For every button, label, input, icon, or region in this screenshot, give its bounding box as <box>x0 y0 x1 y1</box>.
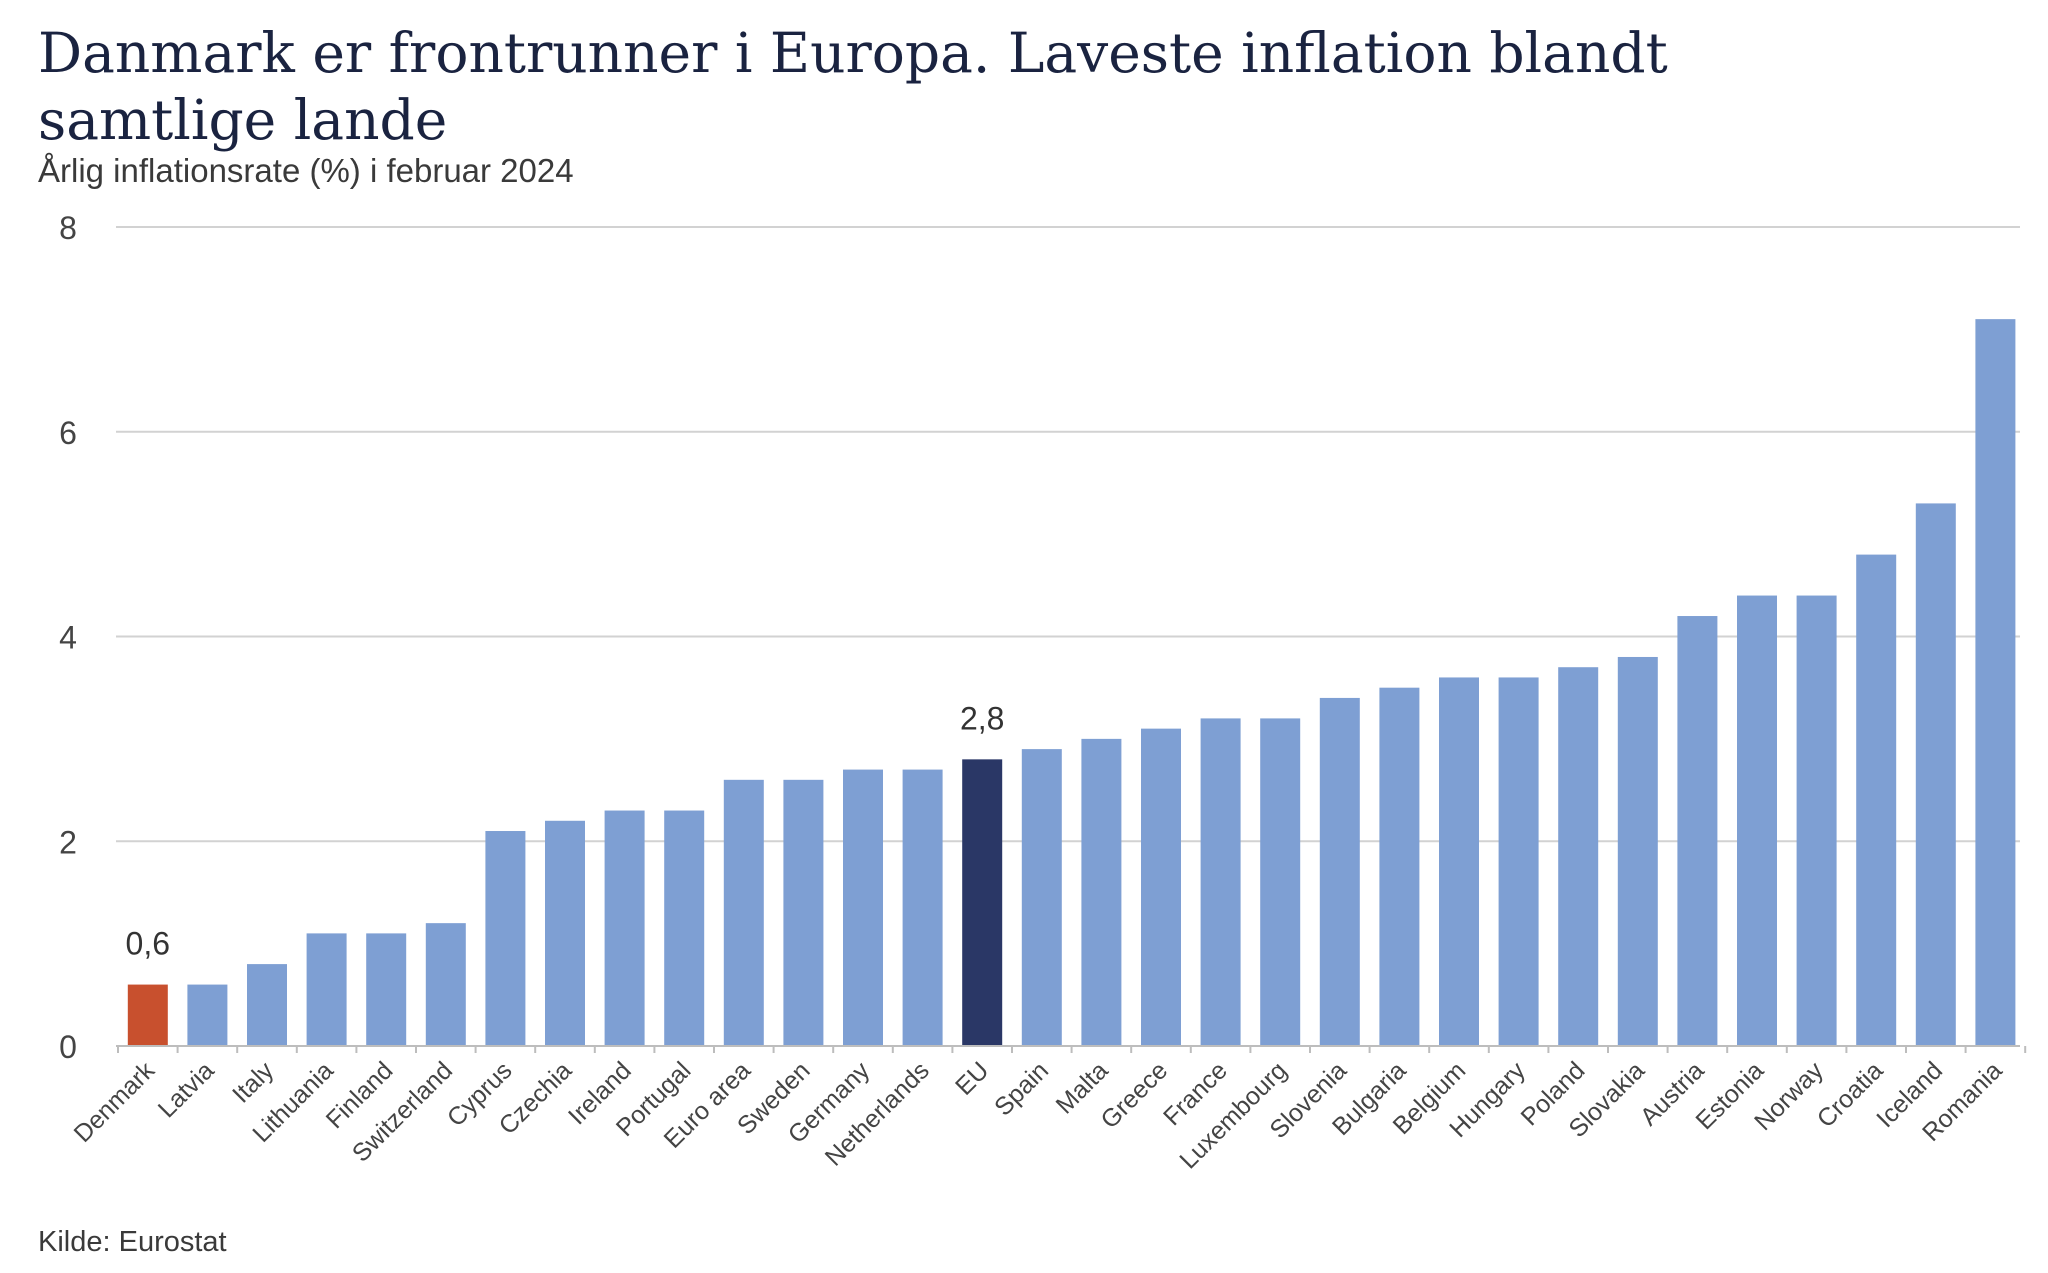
bar-eu <box>962 759 1003 1046</box>
bar-latvia <box>187 984 228 1046</box>
x-tick-label: Croatia <box>1812 1056 1889 1133</box>
source-note: Kilde: Eurostat <box>38 1226 227 1258</box>
chart-title: Danmark er frontrunner i Europa. Laveste… <box>38 21 1668 152</box>
bar-czechia <box>545 820 585 1046</box>
x-tick-label: Norway <box>1749 1056 1829 1136</box>
data-label: 2,8 <box>960 700 1004 736</box>
bar-malta <box>1081 738 1122 1046</box>
y-tick-label: 6 <box>59 415 77 451</box>
bar-poland <box>1558 667 1599 1046</box>
x-tick-label: Denmark <box>69 1056 161 1148</box>
y-axis-tick-labels: 0 2 4 6 8 <box>59 210 77 1065</box>
bar-romania <box>1975 319 2016 1046</box>
x-tick-label: Italy <box>227 1056 280 1109</box>
bar-lithuania <box>306 933 347 1046</box>
y-tick-label: 8 <box>59 210 77 246</box>
bar-france <box>1200 718 1241 1046</box>
bar-sweden <box>783 779 824 1046</box>
y-tick-label: 0 <box>59 1029 77 1065</box>
bar-estonia <box>1737 595 1777 1046</box>
bar-norway <box>1796 595 1837 1046</box>
bar-luxembourg <box>1260 718 1301 1046</box>
bar-cyprus <box>485 831 526 1046</box>
bar-euro-area <box>723 779 764 1046</box>
bar-germany <box>843 769 883 1046</box>
data-labels: 0,6 2,8 <box>126 700 1005 961</box>
chart-subtitle: Årlig inflationsrate (%) i februar 2024 <box>38 152 574 189</box>
bar-denmark <box>127 984 168 1046</box>
x-axis <box>116 1045 2027 1053</box>
x-tick-label: Latvia <box>153 1056 220 1123</box>
bar-bulgaria <box>1379 687 1420 1046</box>
data-label: 0,6 <box>126 926 170 962</box>
bar-spain <box>1021 749 1062 1046</box>
bar-finland <box>366 933 407 1046</box>
bar-croatia <box>1856 554 1897 1046</box>
bar-netherlands <box>902 769 943 1046</box>
bar-hungary <box>1498 677 1539 1046</box>
y-tick-label: 4 <box>59 620 77 656</box>
bar-slovenia <box>1319 697 1360 1046</box>
bar-portugal <box>664 810 705 1046</box>
bar-italy <box>247 964 287 1046</box>
bars <box>127 319 2016 1047</box>
x-tick-label: Greece <box>1095 1056 1173 1134</box>
bar-austria <box>1677 616 1718 1046</box>
x-tick-label: Spain <box>989 1056 1054 1121</box>
bar-iceland <box>1915 503 1956 1047</box>
bar-slovakia <box>1617 656 1658 1046</box>
y-tick-label: 2 <box>59 824 77 860</box>
bar-greece <box>1141 728 1181 1046</box>
bar-belgium <box>1439 677 1479 1046</box>
grid-lines <box>116 226 2020 843</box>
bar-ireland <box>604 810 645 1046</box>
x-tick-label: EU <box>950 1056 994 1100</box>
bar-switzerland <box>425 923 466 1046</box>
